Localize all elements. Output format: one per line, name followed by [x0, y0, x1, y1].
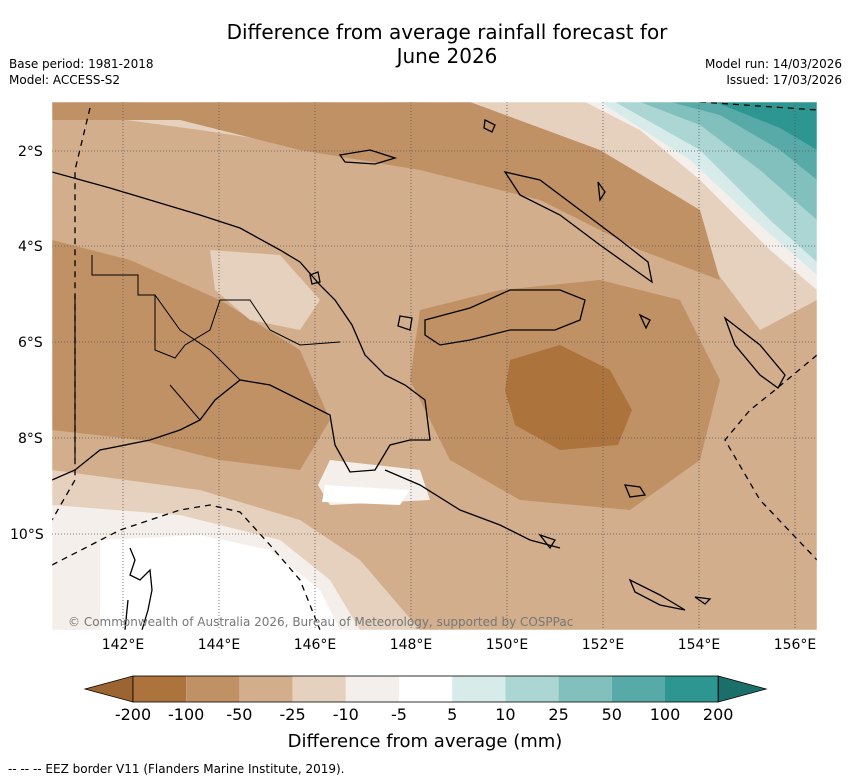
colorbar-tick-label: -200	[115, 705, 151, 724]
colorbar-tick-label: 25	[548, 705, 568, 724]
colorbar-tick-label: -25	[280, 705, 306, 724]
colorbar-tick-label: 50	[602, 705, 622, 724]
lat-label-2s: 2°S	[18, 144, 43, 160]
lon-label-154: 154°E	[678, 637, 721, 653]
colorbar-segment	[292, 676, 346, 702]
colorbar-segment	[133, 676, 187, 702]
colorbar-segment	[505, 676, 559, 702]
graticule	[52, 102, 817, 630]
eez-footnote: -- -- -- EEZ border V11 (Flanders Marine…	[8, 762, 345, 776]
map-panel: © Commonwealth of Australia 2026, Bureau…	[52, 102, 817, 630]
lat-label-6s: 6°S	[18, 335, 43, 351]
meta-right: Model run: 14/03/2026 Issued: 17/03/2026	[705, 56, 842, 88]
map-frame	[51, 101, 818, 631]
colorbar-segment	[452, 676, 506, 702]
anomaly-band-south-white	[100, 535, 340, 630]
colorbar-tick-label: -5	[391, 705, 407, 724]
colorbar-outline	[132, 675, 719, 703]
colorbar-segment	[399, 676, 453, 702]
anomaly-patch-highlands	[210, 250, 320, 330]
colorbar-tick-label: 5	[447, 705, 457, 724]
colorbar-tick-label: -100	[168, 705, 204, 724]
model-run-text: Model run: 14/03/2026	[704, 57, 842, 71]
colorbar-extend-left	[83, 675, 134, 703]
lon-label-146: 146°E	[294, 637, 337, 653]
colorbar-tick-label: 100	[650, 705, 681, 724]
lon-label-142: 142°E	[102, 637, 145, 653]
colorbar-segment	[558, 676, 612, 702]
anomaly-wet-6	[715, 102, 817, 150]
colorbar-segment	[186, 676, 240, 702]
meta-left: Base period: 1981-2018 Model: ACCESS-S2	[9, 56, 154, 88]
chart-title: Difference from average rainfall forecas…	[0, 20, 850, 68]
colorbar-segment	[239, 676, 293, 702]
colorbar-tick-label: 10	[495, 705, 515, 724]
lon-label-150: 150°E	[486, 637, 529, 653]
anomaly-band-light	[52, 102, 817, 330]
lon-label-148: 148°E	[390, 637, 433, 653]
issued-text: Issued: 17/03/2026	[726, 73, 842, 87]
colorbar-extend-right	[717, 675, 768, 703]
colorbar: -200 -100 -50 -25 -10 -5 5 10 25 50 100 200	[83, 675, 768, 724]
lon-axis: 142°E 144°E 146°E 148°E 150°E 152°E 154°…	[102, 637, 817, 653]
lat-label-10s: 10°S	[10, 527, 44, 543]
lon-label-152: 152°E	[582, 637, 625, 653]
coastlines	[52, 119, 786, 630]
base-period-text: Base period: 1981-2018	[9, 57, 154, 71]
copyright-text: © Commonwealth of Australia 2026, Bureau…	[68, 615, 573, 629]
chart-title-line1: Difference from average rainfall forecas…	[226, 20, 668, 44]
chart-title-line2: June 2026	[396, 44, 498, 68]
anomaly-band-west	[52, 240, 330, 470]
lat-label-8s: 8°S	[18, 431, 43, 447]
anomaly-band-gulf-white	[322, 485, 410, 505]
colorbar-segment	[611, 676, 665, 702]
model-text: Model: ACCESS-S2	[9, 73, 121, 87]
anomaly-band-north	[52, 102, 720, 280]
eez-border	[52, 102, 817, 630]
colorbar-segment	[665, 676, 719, 702]
anomaly-core-dry	[505, 345, 632, 450]
lat-axis: 2°S 4°S 6°S 8°S 10°S	[10, 144, 44, 543]
colorbar-tick-label: 200	[703, 705, 734, 724]
colorbar-label: Difference from average (mm)	[288, 731, 563, 752]
colorbar-segment	[345, 676, 399, 702]
lon-label-144: 144°E	[198, 637, 241, 653]
lon-label-156: 156°E	[774, 637, 817, 653]
colorbar-tick-label: -10	[333, 705, 359, 724]
colorbar-tick-label: -50	[226, 705, 252, 724]
lat-label-4s: 4°S	[18, 239, 43, 255]
